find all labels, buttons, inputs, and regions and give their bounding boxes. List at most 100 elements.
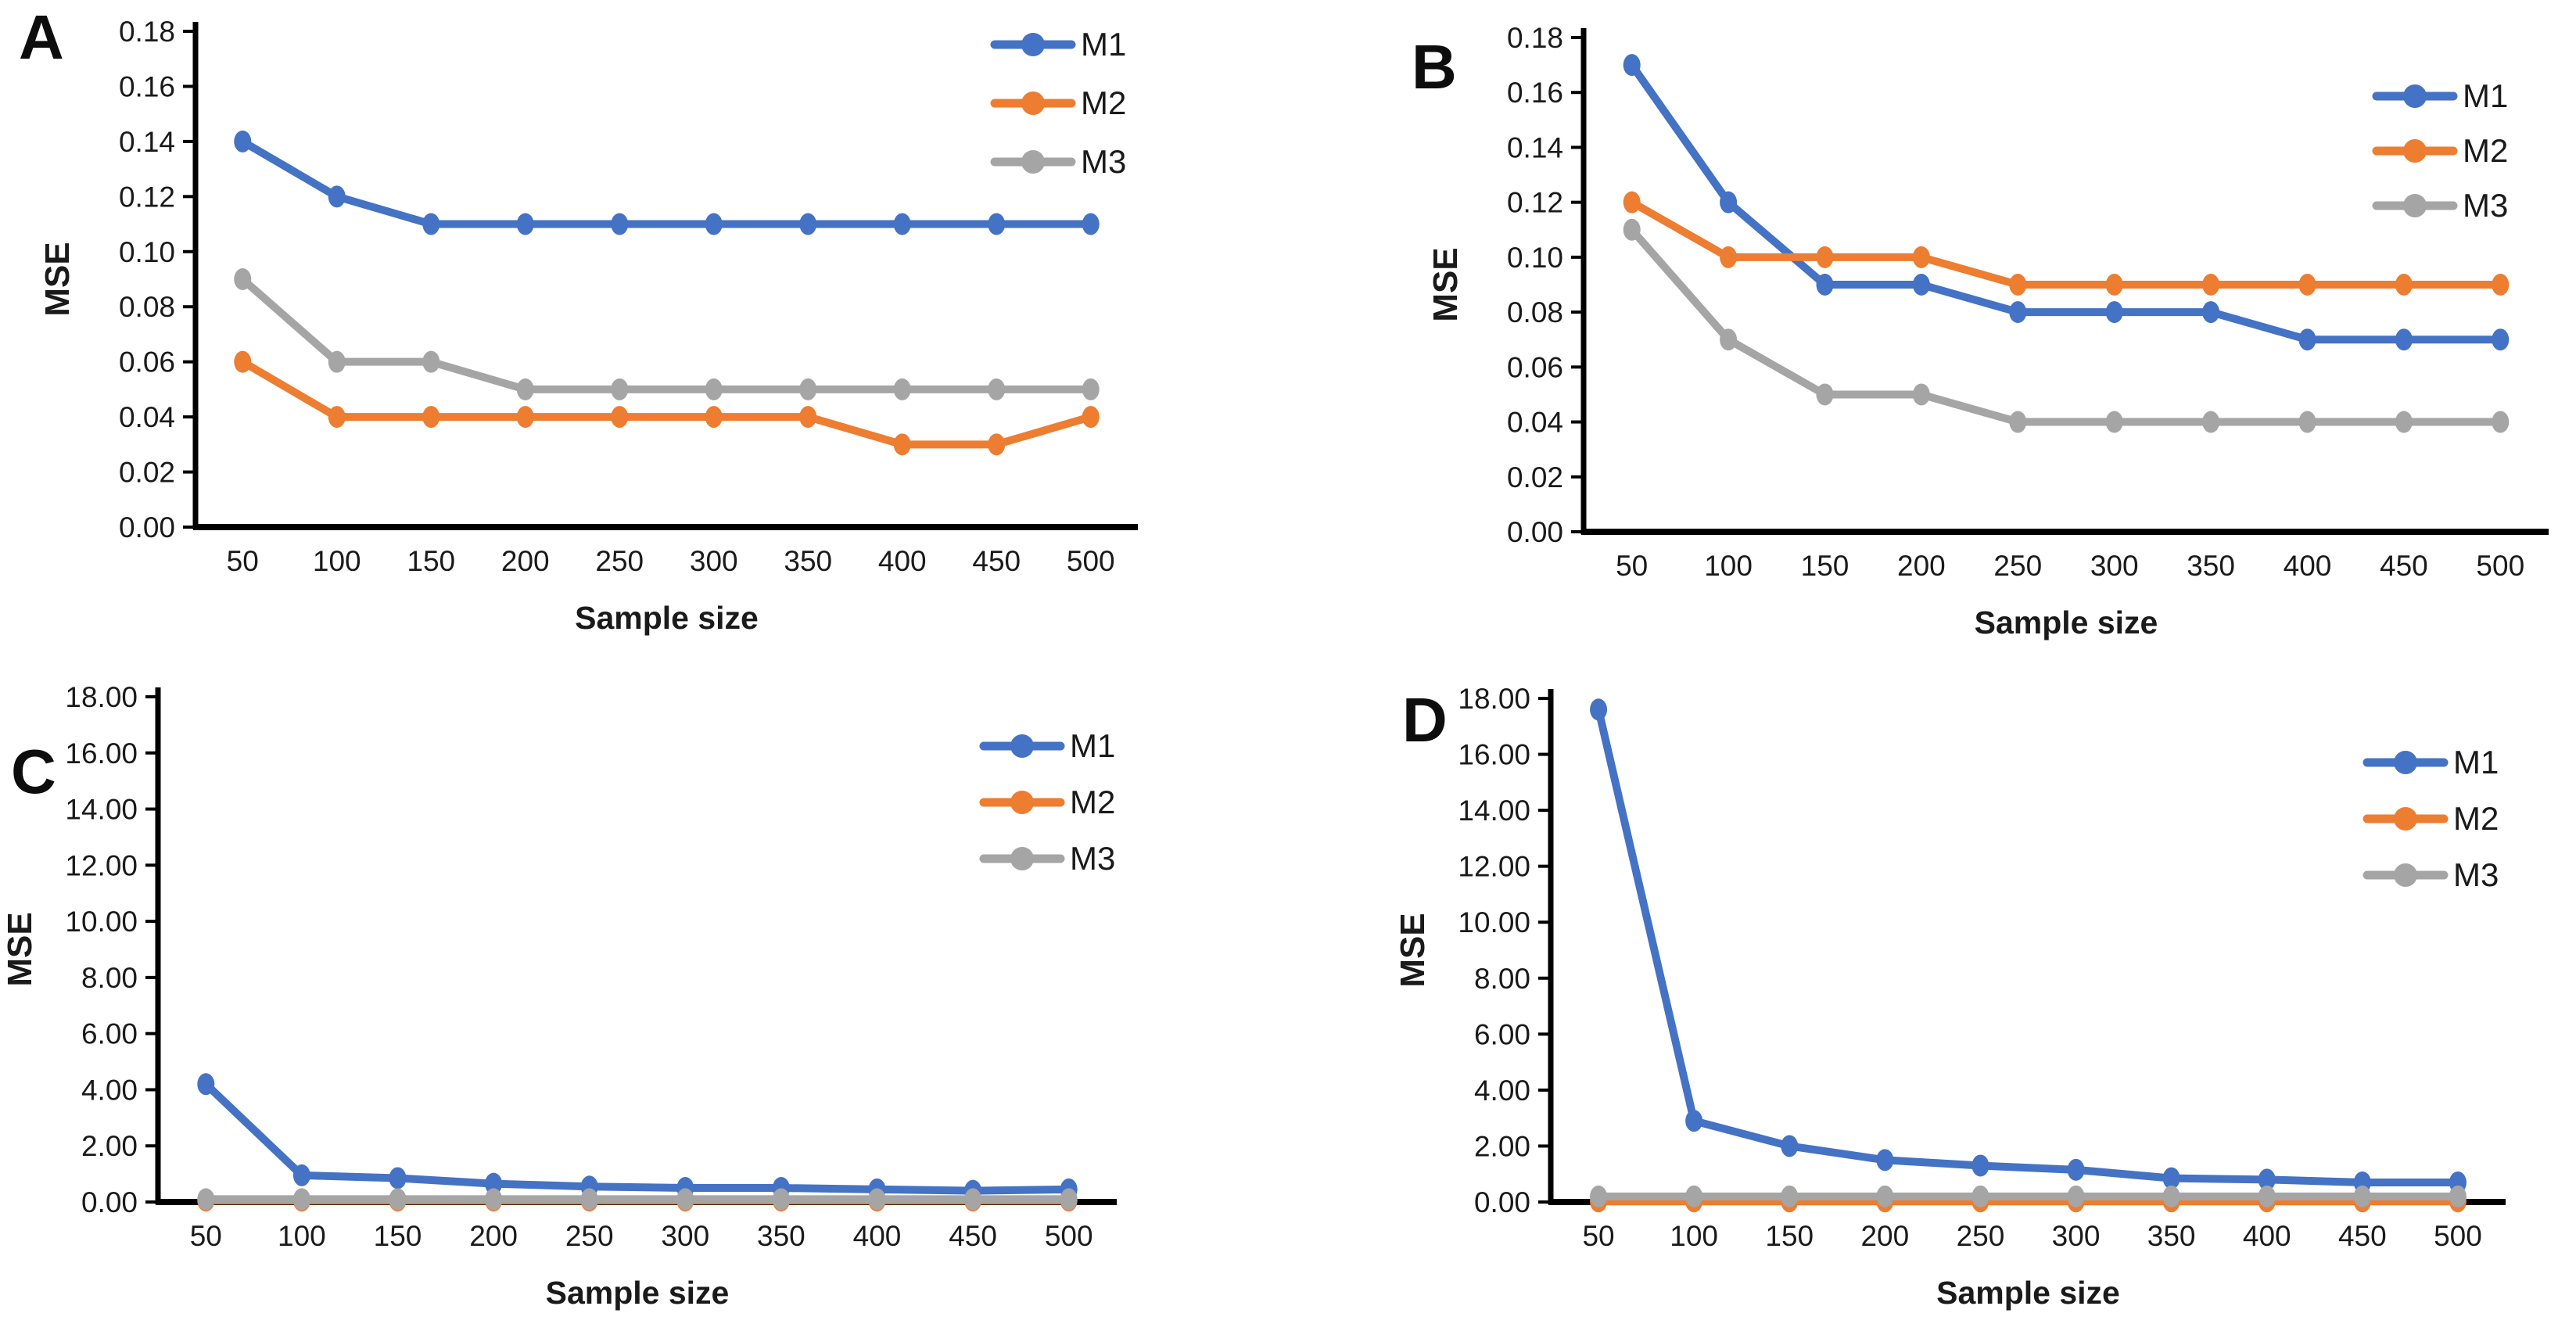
y-tick-label: 0.06 bbox=[119, 346, 175, 379]
chart-c-axes bbox=[155, 687, 1117, 1205]
series-m3-marker bbox=[799, 378, 817, 400]
chart-d-canvas: 0.00 2.00 4.00 6.00 8.00 10.00 12.00 14.00 16.00… bbox=[1394, 683, 2506, 1311]
series-m1-marker bbox=[516, 213, 534, 235]
x-tick-label: 100 bbox=[1670, 1220, 1718, 1252]
x-tick-label: 250 bbox=[1957, 1220, 2005, 1252]
legend-label: M3 bbox=[1081, 143, 1126, 180]
series-m2-marker bbox=[2395, 274, 2413, 296]
series-m2-line bbox=[239, 357, 1095, 449]
y-axis-title: MSE bbox=[1, 912, 39, 986]
y-tick-label: 0.18 bbox=[119, 16, 175, 48]
panel-label-c: C bbox=[11, 737, 56, 806]
series-m1-marker bbox=[292, 1164, 310, 1186]
series-m3-marker bbox=[485, 1188, 503, 1211]
legend-item-m2: M2 bbox=[979, 784, 1115, 820]
x-tick-label: 500 bbox=[2434, 1220, 2482, 1252]
series-m3-marker bbox=[234, 268, 252, 290]
y-tick-label: 0.14 bbox=[119, 126, 175, 158]
legend-item-m3: M3 bbox=[2363, 856, 2499, 893]
series-m1-line bbox=[1595, 705, 2462, 1186]
y-tick-label: 0.00 bbox=[81, 1186, 138, 1218]
y-tick-label: 0.00 bbox=[1507, 516, 1563, 548]
y-tick-label: 4.00 bbox=[1474, 1075, 1530, 1107]
chart-c-canvas: 0.00 2.00 4.00 6.00 8.00 10.00 12.00 14.00 16.00… bbox=[1, 681, 1117, 1311]
legend-label: M3 bbox=[1070, 840, 1115, 877]
panel-label-b: B bbox=[1412, 32, 1457, 102]
series-m1-marker bbox=[2009, 301, 2027, 324]
chart-a-axes bbox=[192, 22, 1138, 530]
series-m2-marker bbox=[611, 406, 629, 429]
series-m3-marker bbox=[2105, 411, 2123, 433]
y-tick-label: 10.00 bbox=[1458, 906, 1530, 938]
legend-marker-icon bbox=[2403, 84, 2427, 108]
y-tick-label: 14.00 bbox=[1458, 795, 1530, 827]
series-m2-marker bbox=[1623, 191, 1641, 213]
series-m3-marker bbox=[1590, 1185, 1608, 1207]
x-tick-label: 200 bbox=[1897, 550, 1946, 582]
series-m2-marker bbox=[893, 433, 911, 456]
chart-b-y-ticks: 0.00 0.02 0.04 0.06 0.08 0.10 0.12 0.14 0.16 0.18 bbox=[1507, 22, 1584, 548]
series-m1-marker bbox=[422, 213, 440, 235]
chart-c-y-ticks: 0.00 2.00 4.00 6.00 8.00 10.00 12.00 14.00 16.00… bbox=[65, 681, 158, 1218]
series-m2-marker bbox=[234, 350, 252, 373]
series-m1-marker bbox=[1971, 1154, 1989, 1177]
y-tick-label: 0.12 bbox=[1507, 187, 1563, 219]
y-tick-label: 16.00 bbox=[65, 737, 138, 770]
series-m3-marker bbox=[1623, 218, 1641, 241]
legend-label: M1 bbox=[1070, 727, 1115, 764]
legend-label: M1 bbox=[2453, 744, 2499, 780]
legend-marker-icon bbox=[1010, 847, 1034, 870]
series-m1-marker bbox=[2067, 1158, 2085, 1181]
legend-marker-icon bbox=[1021, 150, 1045, 174]
y-tick-label: 0.04 bbox=[1507, 407, 1563, 439]
series-m3-marker bbox=[988, 378, 1006, 400]
y-tick-label: 18.00 bbox=[65, 681, 138, 713]
series-m2-marker bbox=[1720, 246, 1738, 268]
y-tick-label: 8.00 bbox=[1474, 963, 1530, 995]
series-m1-marker bbox=[1082, 213, 1100, 235]
y-tick-label: 0.00 bbox=[1474, 1186, 1530, 1218]
series-m1-marker bbox=[1816, 274, 1834, 296]
series-m1-marker bbox=[1590, 698, 1608, 721]
chart-d-legend: M1 M2 M3 bbox=[2363, 744, 2499, 893]
chart-a-series-m2 bbox=[234, 350, 1100, 456]
chart-d-y-ticks: 0.00 2.00 4.00 6.00 8.00 10.00 12.00 14.00 16.00… bbox=[1458, 683, 1551, 1218]
chart-b-series-m1 bbox=[1623, 54, 2510, 351]
y-tick-label: 14.00 bbox=[65, 794, 138, 826]
chart-b-legend: M1 M2 M3 bbox=[2372, 77, 2508, 224]
series-m2-marker bbox=[422, 406, 440, 429]
y-tick-label: 0.10 bbox=[119, 236, 175, 268]
x-tick-label: 100 bbox=[313, 545, 361, 577]
x-axis-title: Sample size bbox=[1975, 605, 2158, 640]
series-m1-line bbox=[1627, 61, 2505, 344]
chart-b-axes bbox=[1580, 28, 2549, 535]
y-tick-label: 0.18 bbox=[1507, 22, 1563, 54]
x-axis-title: Sample size bbox=[546, 1275, 730, 1311]
series-m1-marker bbox=[2492, 328, 2510, 351]
legend-marker-icon bbox=[1010, 734, 1034, 758]
series-m3-marker bbox=[676, 1188, 694, 1211]
series-m3-marker bbox=[197, 1188, 215, 1211]
series-m3-marker bbox=[2449, 1185, 2467, 1207]
panel-a: 0.00 0.02 0.04 0.06 0.08 0.10 0.12 0.14 0.16 0.18… bbox=[0, 0, 1288, 662]
legend-item-m2: M2 bbox=[2372, 132, 2508, 169]
series-m1-marker bbox=[1720, 191, 1738, 213]
series-m3-marker bbox=[964, 1188, 982, 1211]
x-tick-label: 450 bbox=[2338, 1220, 2387, 1252]
legend-item-m3: M3 bbox=[2372, 187, 2508, 224]
y-tick-label: 10.00 bbox=[65, 906, 138, 938]
series-m1-marker bbox=[705, 213, 723, 235]
series-m3-marker bbox=[2353, 1185, 2371, 1207]
series-m1-line bbox=[202, 1080, 1073, 1195]
series-m1-marker bbox=[1876, 1149, 1894, 1172]
series-m1-marker bbox=[1781, 1135, 1799, 1157]
x-tick-label: 150 bbox=[407, 545, 455, 577]
series-m1-marker bbox=[197, 1073, 215, 1096]
series-m3-marker bbox=[1720, 328, 1738, 351]
series-m3-marker bbox=[893, 378, 911, 400]
legend-label: M2 bbox=[1081, 84, 1126, 121]
y-tick-label: 0.00 bbox=[119, 511, 175, 544]
x-tick-label: 400 bbox=[2243, 1220, 2291, 1252]
x-tick-label: 100 bbox=[1704, 550, 1753, 582]
series-m3-marker bbox=[389, 1188, 407, 1211]
